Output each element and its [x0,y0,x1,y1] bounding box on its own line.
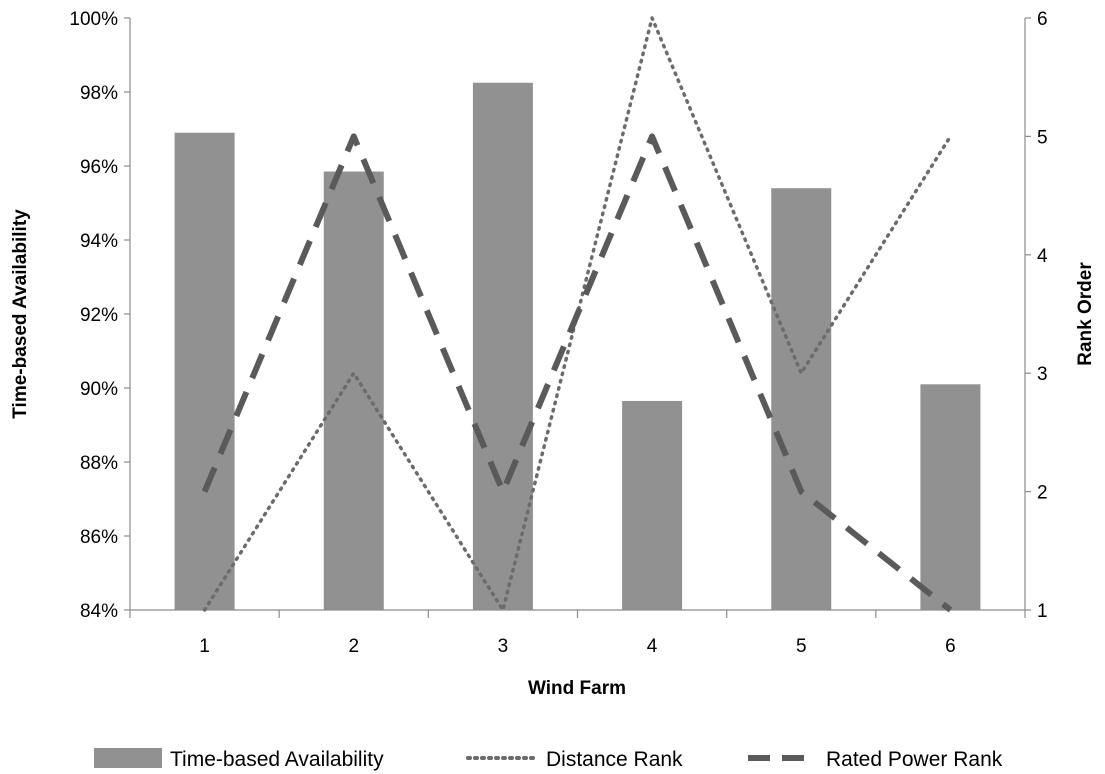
y2-tick-label: 5 [1037,127,1048,148]
y-tick-label: 98% [80,83,118,104]
y2-tick-label: 6 [1037,9,1048,30]
y-tick-label: 92% [80,305,118,326]
bar [622,400,683,610]
y2-axis-title: Rank Order [1075,262,1096,366]
y-tick-label: 94% [80,231,118,252]
y-tick-label: 86% [80,527,118,548]
legend: Time-based Availability Distance Rank Ra… [94,748,1003,771]
lines-layer [201,16,953,613]
y2-tick-label: 3 [1037,364,1048,385]
x-tick-label: 5 [796,636,807,657]
y-tick-label: 96% [80,157,118,178]
y2-tick-label: 1 [1037,601,1048,622]
bar [771,188,832,610]
y-axis-title: Time-based Availability [10,209,31,419]
bars-layer [174,82,981,611]
bar [472,82,533,610]
y-tick-label: 100% [69,9,118,30]
x-tick-label: 6 [945,636,956,657]
x-tick-label: 1 [199,636,210,657]
y-tick-label: 90% [80,379,118,400]
bar [920,384,981,610]
legend-swatch-availability [94,748,162,768]
legend-label-rated-power: Rated Power Rank [826,748,1003,771]
tick-labels-layer: 84% 86% 88% 90% 92% 94% 96% 98% 100% 1 2 3 4 5 6 1 2 3 4 5 6 [69,9,1048,657]
series-line-rated-power-rank [201,133,953,613]
y2-tick-label: 2 [1037,483,1048,504]
y-tick-label: 84% [80,601,118,622]
x-tick-label: 2 [348,636,359,657]
legend-label-availability: Time-based Availability [170,748,384,771]
bar [323,171,384,611]
x-axis-title: Wind Farm [528,678,626,699]
x-tick-label: 3 [498,636,509,657]
bar [174,132,235,610]
x-tick-label: 4 [647,636,658,657]
y2-tick-label: 4 [1037,246,1048,267]
axes-layer [124,17,1031,618]
legend-label-distance: Distance Rank [546,748,683,771]
y-tick-label: 88% [80,453,118,474]
